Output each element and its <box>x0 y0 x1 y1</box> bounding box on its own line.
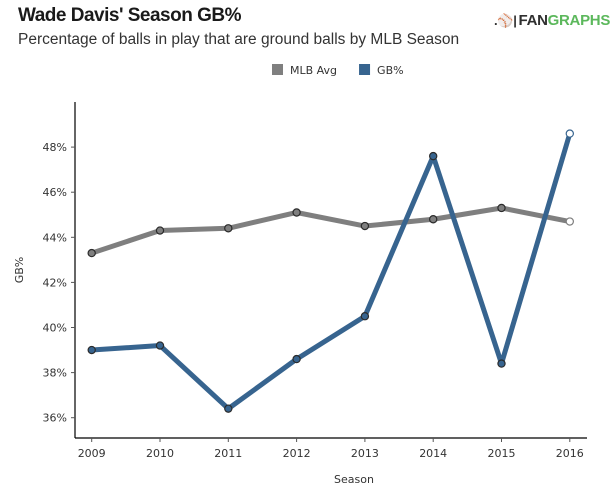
data-point <box>224 404 233 413</box>
y-tick-label: 48% <box>43 141 67 154</box>
data-point <box>360 221 370 231</box>
y-tick-label: 46% <box>43 186 67 199</box>
data-point <box>497 203 506 213</box>
data-point <box>155 341 165 350</box>
data-point <box>87 248 96 258</box>
data-point <box>429 151 438 161</box>
fangraphs-logo: .⚾| FAN GRAPHS <box>494 12 610 29</box>
data-point <box>224 224 233 233</box>
y-axis-label: GB% <box>13 257 26 284</box>
x-tick-label: 2014 <box>419 447 447 460</box>
axes: 36% 38% 40% 42% 44% 46% 48% 2009 2010 2011 2012 201… <box>13 102 587 486</box>
y-tick-label: 38% <box>43 367 67 380</box>
y-tick-label: 40% <box>43 322 67 335</box>
y-tick-label: 36% <box>43 412 67 425</box>
x-tick-label: 2010 <box>146 447 174 460</box>
data-point <box>497 359 506 368</box>
data-point <box>87 345 96 355</box>
logo-text-graphs: GRAPHS <box>547 12 611 29</box>
x-tick-label: 2016 <box>556 447 584 460</box>
data-point <box>429 215 438 224</box>
data-point <box>565 217 575 226</box>
data-point <box>292 354 301 364</box>
x-tick-label: 2013 <box>351 447 379 460</box>
legend-swatch <box>272 64 283 75</box>
series-group <box>87 129 575 413</box>
legend-label: MLB Avg <box>290 64 337 77</box>
legend: MLB Avg GB% <box>272 64 404 77</box>
series-line-gb- <box>89 131 573 412</box>
fangraphs-logo-icon: .⚾| <box>494 12 517 28</box>
y-tick-label: 44% <box>43 231 67 244</box>
logo-text-fan: FAN <box>518 12 548 29</box>
data-point <box>155 226 165 235</box>
chart-title: Wade Davis' Season GB% <box>18 5 242 26</box>
legend-label: GB% <box>377 64 404 77</box>
x-tick-label: 2012 <box>283 447 311 460</box>
x-axis-label: Season <box>334 473 374 486</box>
legend-swatch <box>359 64 371 75</box>
data-point <box>292 208 301 217</box>
data-point <box>565 129 575 138</box>
x-tick-label: 2015 <box>488 447 516 460</box>
chart-subtitle: Percentage of balls in play that are gro… <box>18 31 460 48</box>
x-tick-label: 2009 <box>78 447 106 460</box>
x-tick-label: 2011 <box>214 447 242 460</box>
data-point <box>360 312 370 321</box>
y-tick-label: 42% <box>43 276 67 289</box>
series-line-mlb-avg <box>89 205 573 256</box>
